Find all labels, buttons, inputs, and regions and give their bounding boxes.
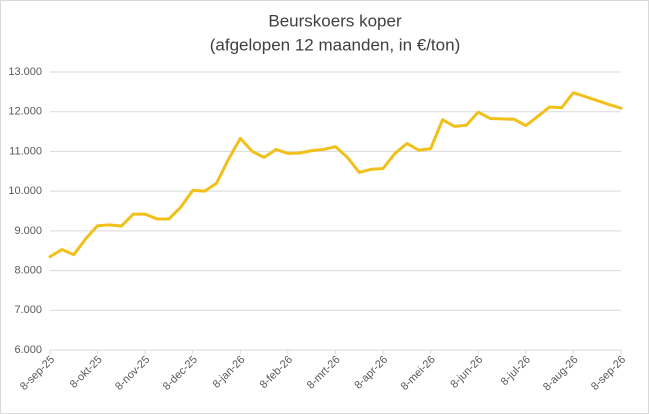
y-tick-label: 10.000 (8, 185, 42, 197)
y-tick-label: 7.000 (14, 304, 42, 316)
chart-subtitle: (afgelopen 12 maanden, in €/ton) (210, 35, 460, 54)
y-tick-label: 9.000 (14, 225, 42, 237)
y-tick-label: 12.000 (8, 106, 42, 118)
y-tick-label: 13.000 (8, 66, 42, 78)
price-line (48, 91, 623, 259)
chart-title: Beurskoers koper (268, 11, 402, 30)
y-tick-label: 8.000 (14, 264, 42, 276)
y-tick-label: 6.000 (14, 344, 42, 356)
y-tick-label: 11.000 (9, 145, 42, 157)
